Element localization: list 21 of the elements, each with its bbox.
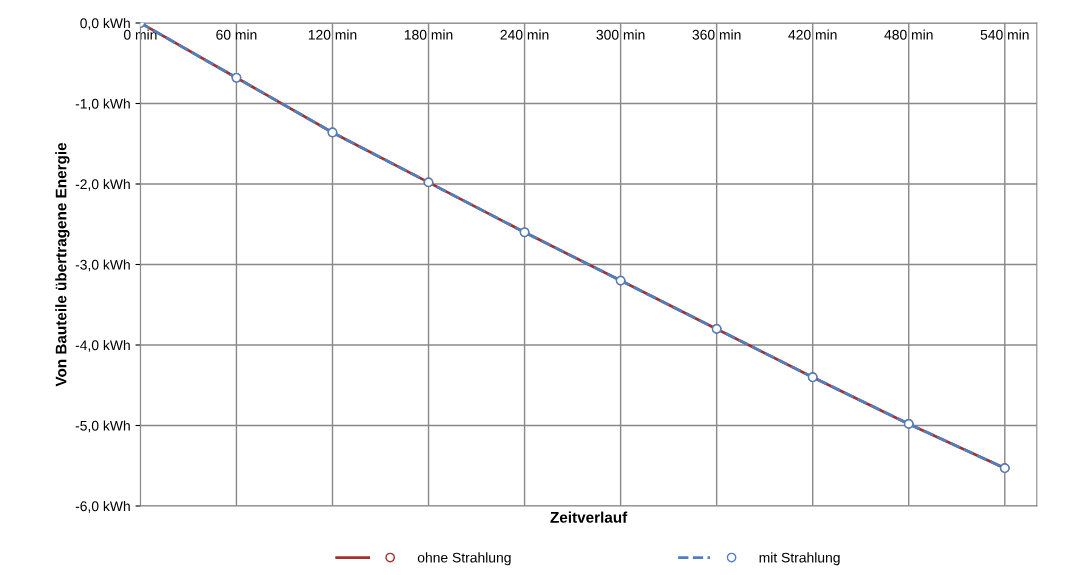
- y-tick-label: -6,0 kWh: [75, 500, 130, 513]
- x-tick-label: 60 min: [216, 29, 257, 40]
- x-tick-label: 300 min: [596, 29, 645, 40]
- x-tick-label: 0 min: [123, 29, 157, 40]
- y-axis-title: Von Bauteile übertragene Energie: [55, 142, 70, 387]
- x-tick-label: 180 min: [404, 29, 453, 40]
- y-tick-label: -2,0 kWh: [75, 178, 130, 191]
- y-tick-label: -4,0 kWh: [75, 339, 130, 352]
- legend-label: ohne Strahlung: [417, 552, 511, 566]
- x-axis-title: Zeitverlauf: [550, 511, 628, 523]
- y-tick-label: -5,0 kWh: [75, 420, 130, 433]
- x-tick-label: 480 min: [884, 29, 933, 40]
- x-tick-label: 360 min: [692, 29, 741, 40]
- legend-label: mit Strahlung: [759, 552, 840, 566]
- x-tick-label: 240 min: [500, 29, 549, 40]
- x-tick-label: 540 min: [980, 29, 1029, 40]
- x-tick-label: 120 min: [308, 29, 357, 40]
- y-tick-label: -3,0 kWh: [75, 259, 130, 272]
- y-tick-label: 0,0 kWh: [80, 17, 130, 30]
- x-tick-label: 420 min: [788, 29, 837, 40]
- y-tick-label: -1,0 kWh: [75, 98, 130, 111]
